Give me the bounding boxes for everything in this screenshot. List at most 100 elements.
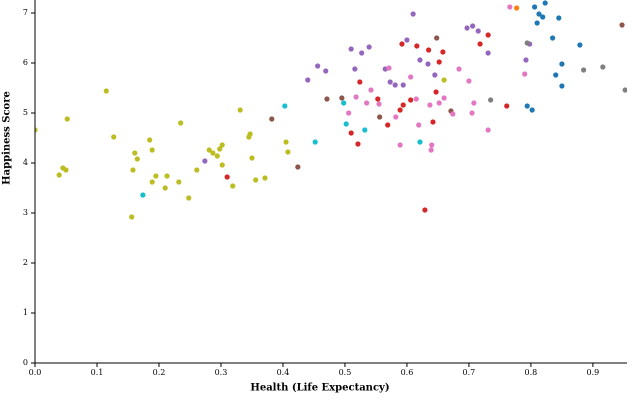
point	[237, 107, 243, 113]
y-tick-label: 2	[23, 258, 28, 267]
point	[400, 102, 406, 108]
point	[305, 77, 311, 83]
point	[214, 153, 220, 159]
point	[312, 139, 318, 145]
point	[56, 172, 62, 178]
point	[164, 173, 170, 179]
x-tick-label: 0.7	[463, 368, 476, 377]
point	[393, 114, 399, 120]
y-tick-label: 3	[23, 208, 28, 217]
point	[283, 139, 289, 145]
point	[35, 127, 38, 133]
point	[399, 41, 405, 47]
point	[387, 79, 393, 85]
point	[413, 96, 419, 102]
point	[269, 116, 275, 122]
point	[323, 68, 329, 74]
point	[324, 96, 330, 102]
point	[464, 25, 470, 31]
point	[471, 100, 477, 106]
point	[619, 22, 625, 28]
point	[353, 94, 359, 100]
point	[441, 77, 447, 83]
point	[485, 127, 491, 133]
point	[553, 72, 559, 78]
x-tick-label: 0.1	[91, 368, 104, 377]
point	[202, 158, 208, 164]
point	[140, 192, 146, 198]
point	[375, 96, 381, 102]
point	[485, 50, 491, 56]
point	[434, 35, 440, 41]
point	[504, 103, 510, 109]
x-tick-label: 0.3	[215, 368, 228, 377]
point	[477, 41, 483, 47]
point	[210, 150, 216, 156]
x-tick-label: 0.5	[339, 368, 352, 377]
point	[581, 67, 587, 73]
point	[343, 121, 349, 127]
point	[408, 97, 414, 103]
point	[176, 179, 182, 185]
x-axis-title: Health (Life Expectancy)	[250, 383, 389, 394]
point	[230, 183, 236, 189]
point	[475, 28, 481, 34]
point	[428, 147, 434, 153]
point	[532, 4, 538, 10]
point	[262, 175, 268, 181]
point	[206, 147, 212, 153]
point	[348, 46, 354, 52]
point	[103, 88, 109, 94]
point	[282, 103, 288, 109]
point	[514, 5, 520, 11]
point	[534, 20, 540, 26]
point	[315, 63, 321, 69]
point	[522, 71, 528, 77]
point	[577, 42, 583, 48]
x-tick-label: 0.9	[587, 368, 600, 377]
point	[397, 107, 403, 113]
point	[219, 162, 225, 168]
point	[194, 167, 200, 173]
point	[376, 101, 382, 107]
point	[366, 44, 372, 50]
point	[542, 0, 548, 6]
point	[469, 110, 475, 116]
y-tick-label: 5	[23, 108, 28, 117]
point	[556, 15, 562, 21]
point	[341, 100, 347, 106]
point	[149, 179, 155, 185]
x-tick-label: 0.2	[153, 368, 166, 377]
point	[524, 103, 530, 109]
x-tick-label: 0.0	[29, 368, 42, 377]
point	[408, 74, 414, 80]
point	[485, 32, 491, 38]
y-tick-label: 4	[23, 158, 28, 167]
point	[426, 47, 432, 53]
point	[524, 40, 530, 46]
point	[440, 49, 446, 55]
point	[162, 185, 168, 191]
x-tick-label: 0.6	[401, 368, 414, 377]
point	[134, 156, 140, 162]
y-tick-label: 0	[23, 358, 28, 367]
y-tick-label: 7	[23, 8, 28, 17]
points	[35, 0, 627, 220]
point	[130, 167, 136, 173]
point	[470, 23, 476, 29]
point	[224, 174, 230, 180]
point	[285, 149, 291, 155]
point	[540, 14, 546, 20]
y-tick-label: 6	[23, 58, 28, 67]
point	[422, 207, 428, 213]
point	[436, 100, 442, 106]
point	[247, 131, 253, 137]
point	[550, 35, 556, 41]
point	[348, 130, 354, 136]
y-tick-label: 1	[23, 308, 28, 317]
point	[178, 120, 184, 126]
point	[433, 89, 439, 95]
point	[217, 146, 223, 152]
point	[432, 72, 438, 78]
x-tick-label: 0.4	[277, 368, 290, 377]
